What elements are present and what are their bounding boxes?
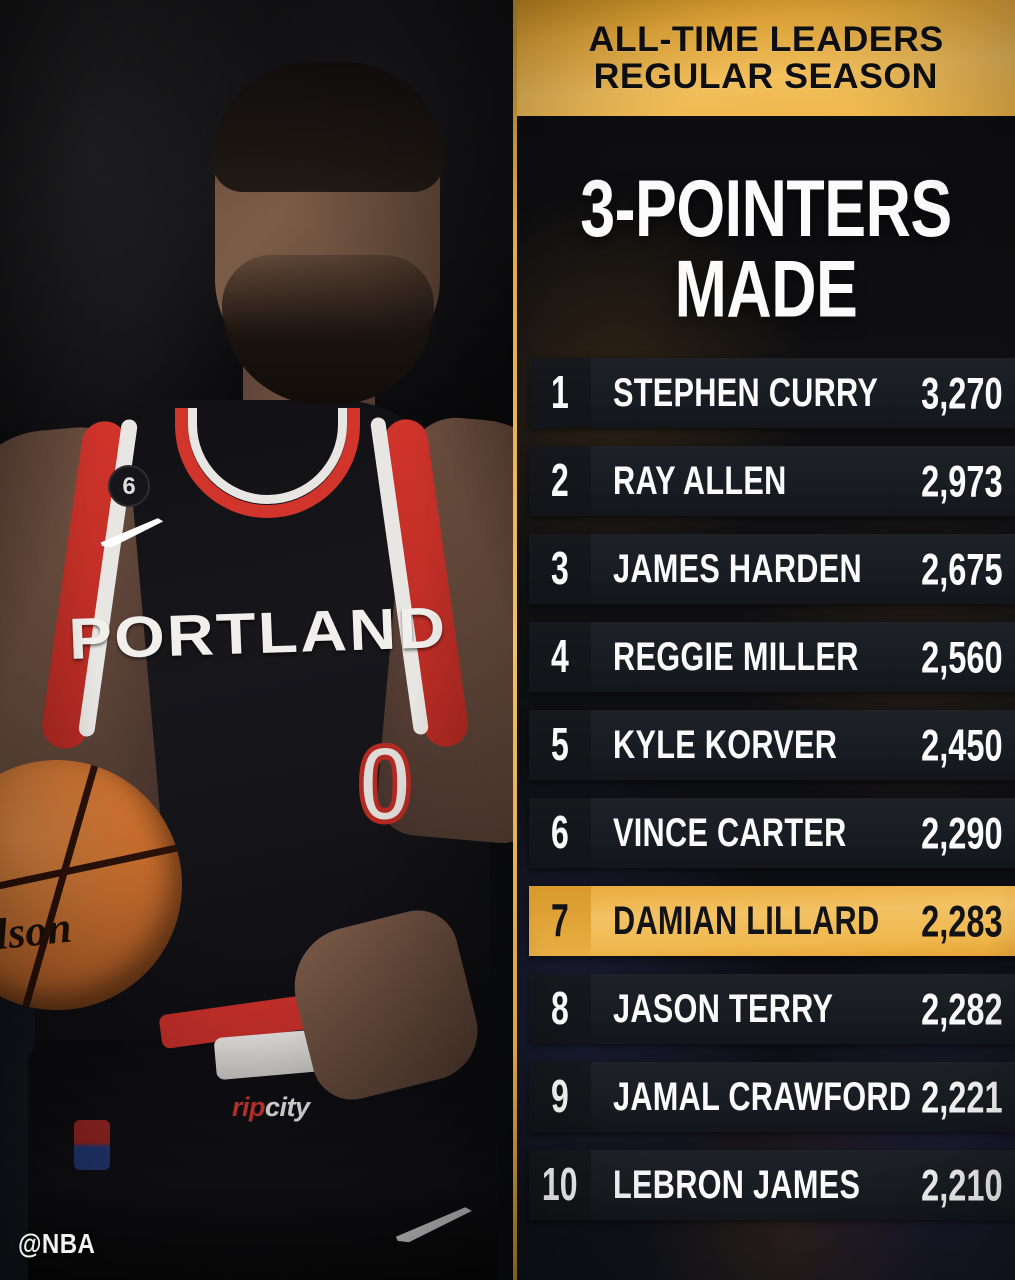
row-rank-text: 10 <box>542 1159 578 1211</box>
row-player-name: RAY ALLEN <box>591 462 910 500</box>
basketball-seam <box>0 760 182 1010</box>
row-rank-text: 8 <box>551 983 569 1035</box>
row-rank: 6 <box>529 798 591 868</box>
table-row: 5 KYLE KORVER 2,450 <box>529 710 1015 780</box>
row-value: 2,290 <box>910 811 1015 855</box>
leaderboard-list: 1 STEPHEN CURRY 3,270 2 RAY ALLEN 2,973 3 JAMES… <box>529 358 1015 1238</box>
row-value: 2,283 <box>910 899 1015 943</box>
table-row: 4 REGGIE MILLER 2,560 <box>529 622 1015 692</box>
row-rank-text: 6 <box>551 807 569 859</box>
row-value-text: 2,973 <box>921 456 1003 506</box>
row-rank-text: 4 <box>551 631 569 683</box>
row-player-name-text: DAMIAN LILLARD <box>613 902 880 940</box>
row-value: 2,973 <box>910 459 1015 503</box>
row-value-text: 2,282 <box>921 984 1003 1034</box>
row-player-name-text: JAMES HARDEN <box>613 550 862 588</box>
shorts-ripcity-logo: ripcity <box>232 1092 310 1123</box>
row-value-text: 2,450 <box>921 720 1003 770</box>
table-row: 3 JAMES HARDEN 2,675 <box>529 534 1015 604</box>
header-line-2: REGULAR SEASON <box>593 57 939 96</box>
row-value: 2,210 <box>910 1163 1015 1207</box>
row-rank: 4 <box>529 622 591 692</box>
row-rank: 7 <box>529 886 591 956</box>
row-value-text: 2,290 <box>921 808 1003 858</box>
row-rank: 5 <box>529 710 591 780</box>
table-row: 7 DAMIAN LILLARD 2,283 <box>529 886 1015 956</box>
row-value-text: 2,221 <box>921 1072 1003 1122</box>
header-line-1: ALL-TIME LEADERS <box>588 19 944 59</box>
table-row: 2 RAY ALLEN 2,973 <box>529 446 1015 516</box>
table-row: 9 JAMAL CRAWFORD 2,221 <box>529 1062 1015 1132</box>
ripcity-rip-text: rip <box>232 1092 266 1122</box>
stat-category-title: 3-POINTERS MADE <box>580 162 952 335</box>
row-value: 2,675 <box>910 547 1015 591</box>
row-value: 3,270 <box>910 371 1015 415</box>
row-player-name-text: REGGIE MILLER <box>613 638 859 676</box>
row-player-name-text: KYLE KORVER <box>613 726 838 764</box>
table-row: 8 JASON TERRY 2,282 <box>529 974 1015 1044</box>
player-hair <box>212 62 444 192</box>
table-row: 10 LEBRON JAMES 2,210 <box>529 1150 1015 1220</box>
table-row: 1 STEPHEN CURRY 3,270 <box>529 358 1015 428</box>
header-banner: ALL-TIME LEADERS REGULAR SEASON <box>517 0 1015 116</box>
row-player-name-text: STEPHEN CURRY <box>613 374 879 412</box>
row-player-name: VINCE CARTER <box>591 814 910 852</box>
row-rank-text: 9 <box>551 1071 569 1123</box>
row-rank-text: 2 <box>551 455 569 507</box>
row-player-name: LEBRON JAMES <box>591 1166 910 1204</box>
row-value-text: 2,675 <box>921 544 1003 594</box>
nba-logo-icon <box>74 1120 110 1170</box>
jersey-patch-number: 6 <box>108 465 150 507</box>
row-rank-text: 3 <box>551 543 569 595</box>
player-figure: 6 PORTLAND 0 ripcity Wilson <box>0 0 513 1280</box>
row-rank: 9 <box>529 1062 591 1132</box>
row-player-name-text: VINCE CARTER <box>613 814 847 852</box>
ripcity-city-text: city <box>265 1092 310 1122</box>
row-rank-text: 7 <box>551 895 569 947</box>
row-value-text: 2,210 <box>921 1160 1003 1210</box>
row-rank-text: 5 <box>551 719 569 771</box>
row-player-name-text: RAY ALLEN <box>613 462 787 500</box>
row-value: 2,282 <box>910 987 1015 1031</box>
row-rank: 2 <box>529 446 591 516</box>
row-value: 2,560 <box>910 635 1015 679</box>
row-rank-text: 1 <box>551 367 569 419</box>
row-rank: 8 <box>529 974 591 1044</box>
row-player-name: REGGIE MILLER <box>591 638 910 676</box>
row-rank: 1 <box>529 358 591 428</box>
nba-watermark: @NBA <box>18 1228 96 1259</box>
jersey-player-number: 0 <box>355 723 415 844</box>
row-value-text: 2,560 <box>921 632 1003 682</box>
row-value: 2,221 <box>910 1075 1015 1119</box>
panel-divider <box>513 0 517 1280</box>
jersey-team-name: PORTLAND <box>67 595 449 672</box>
row-rank: 10 <box>529 1150 591 1220</box>
row-player-name: STEPHEN CURRY <box>591 374 910 412</box>
row-player-name: JAMAL CRAWFORD <box>591 1078 910 1116</box>
row-player-name-text: JASON TERRY <box>613 990 834 1028</box>
row-value-text: 2,283 <box>921 896 1003 946</box>
row-player-name: JAMES HARDEN <box>591 550 910 588</box>
row-player-name: KYLE KORVER <box>591 726 910 764</box>
row-player-name: JASON TERRY <box>591 990 910 1028</box>
row-value-text: 3,270 <box>921 368 1003 418</box>
player-photo-panel: 6 PORTLAND 0 ripcity Wilson @NBA <box>0 0 513 1280</box>
row-player-name-text: LEBRON JAMES <box>613 1166 861 1204</box>
row-value: 2,450 <box>910 723 1015 767</box>
row-player-name-text: JAMAL CRAWFORD <box>613 1078 911 1116</box>
row-player-name: DAMIAN LILLARD <box>591 902 910 940</box>
basketball: Wilson <box>0 760 182 1010</box>
row-rank: 3 <box>529 534 591 604</box>
table-row: 6 VINCE CARTER 2,290 <box>529 798 1015 868</box>
stats-panel: ALL-TIME LEADERS REGULAR SEASON 3-POINTE… <box>517 0 1015 1280</box>
